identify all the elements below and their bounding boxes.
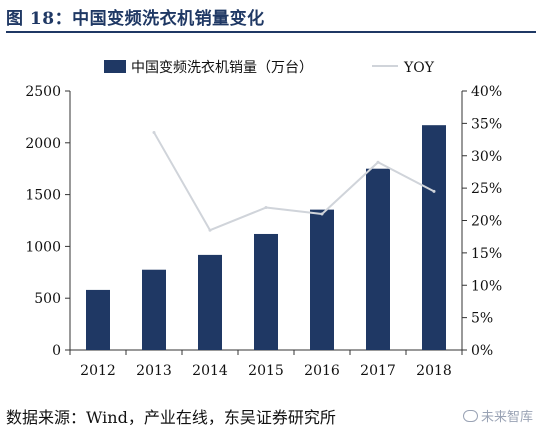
legend-bar-swatch <box>104 60 126 73</box>
watermark-text: 未来智库 <box>480 410 533 425</box>
right-axis-tick-label: 35% <box>471 116 502 132</box>
source-note: 数据来源：Wind，产业在线，东吴证券研究所 <box>6 408 336 427</box>
sales-yoy-chart: 中国变频洗衣机销量（万台） YOY 0 500 1000 1500 2000 2500 0% 5%… <box>25 60 502 379</box>
right-axis-tick-label: 5% <box>471 311 493 327</box>
left-axis-tick-label: 2500 <box>25 84 61 100</box>
left-axis-tick-label: 500 <box>34 291 61 307</box>
left-axis-tick-label: 1500 <box>25 188 61 204</box>
right-axis-tick-label: 25% <box>471 181 502 197</box>
yoy-point-2015 <box>264 206 268 210</box>
bar-2016 <box>310 209 334 350</box>
bar-2018 <box>422 125 446 350</box>
x-axis-tick-label: 2015 <box>248 363 284 379</box>
right-axis-tick-label: 10% <box>471 278 502 294</box>
title-divider <box>6 31 536 33</box>
left-axis-tick-label: 2000 <box>25 136 61 152</box>
x-axis-tick-label: 2017 <box>360 363 396 379</box>
bar-2012 <box>86 289 110 350</box>
left-axis-tick-label: 1000 <box>25 239 61 255</box>
x-axis-tick-label: 2014 <box>192 363 228 379</box>
watermark: 未来智库 <box>462 406 533 425</box>
legend-bar-label: 中国变频洗衣机销量（万台） <box>131 60 313 76</box>
left-axis-tick-label: 0 <box>52 343 61 359</box>
bar-2014 <box>198 254 222 350</box>
x-axis-tick-label: 2016 <box>304 363 340 379</box>
yoy-point-2013 <box>152 130 156 134</box>
right-axis-tick-label: 40% <box>471 84 502 100</box>
yoy-point-2017 <box>376 160 380 164</box>
yoy-point-2014 <box>208 228 212 232</box>
bar-2015 <box>254 233 278 350</box>
x-axis-tick-label: 2012 <box>80 363 116 379</box>
x-axis-tick-label: 2018 <box>416 363 452 379</box>
yoy-point-2018 <box>432 189 436 193</box>
figure-title: 图 18：中国变频洗衣机销量变化 <box>6 9 265 29</box>
right-axis-tick-label: 0% <box>471 343 493 359</box>
right-axis-tick-label: 15% <box>471 246 502 262</box>
watermark-logo-icon <box>462 410 478 422</box>
right-axis-tick-label: 20% <box>471 214 502 230</box>
right-axis-tick-label: 30% <box>471 149 502 165</box>
x-axis-tick-label: 2013 <box>136 363 172 379</box>
yoy-line <box>153 131 435 232</box>
yoy-point-2016 <box>320 212 324 216</box>
legend-line-label: YOY <box>403 60 435 76</box>
bar-2013 <box>142 269 166 350</box>
bar-2017 <box>366 168 390 350</box>
